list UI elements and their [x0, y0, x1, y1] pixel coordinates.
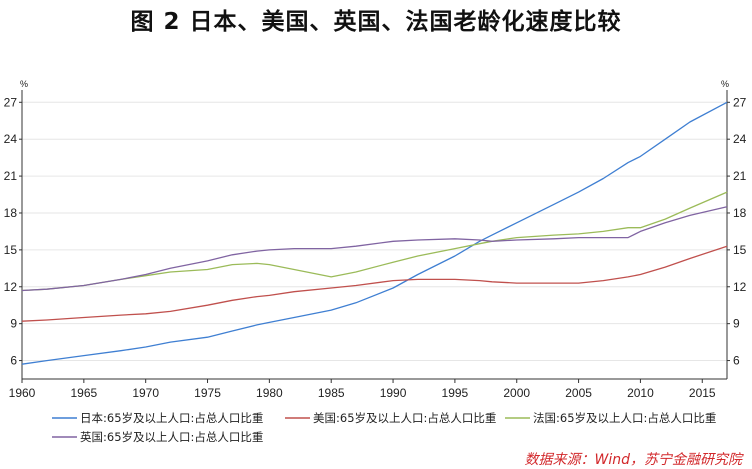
- y-tick-label-right: 12: [733, 280, 747, 294]
- y-tick-label-right: 24: [733, 132, 747, 146]
- x-tick-label: 1995: [442, 386, 469, 400]
- y-tick-label-right: 15: [733, 243, 747, 257]
- x-tick-label: 1980: [256, 386, 283, 400]
- y-tick-label-right: 9: [733, 317, 740, 331]
- y-tick-label: 18: [4, 206, 18, 220]
- x-tick-label: 2015: [689, 386, 716, 400]
- series-line-1: [21, 101, 728, 365]
- y-tick-label: 27: [4, 95, 18, 109]
- y-tick-label-right: 18: [733, 206, 747, 220]
- series-line-2: [21, 245, 728, 322]
- series-line-4: [21, 206, 728, 292]
- figure-title: 图 2 日本、美国、英国、法国老龄化速度比较: [130, 9, 622, 35]
- legend: 日本:65岁及以上人口:占总人口比重 美国:65岁及以上人口:占总人口比重 法国:6…: [52, 411, 716, 444]
- y-tick-label: 15: [4, 243, 18, 257]
- legend-label-1: 日本:65岁及以上人口:占总人口比重: [80, 411, 263, 425]
- source-note: 数据来源：Wind，苏宁金融研究院: [524, 452, 743, 468]
- x-tick-label: 2005: [565, 386, 592, 400]
- y-unit-label-right: %: [721, 79, 729, 89]
- x-tick-label: 1970: [132, 386, 159, 400]
- y-unit-label: %: [20, 79, 28, 89]
- y-tick-label-right: 21: [733, 169, 747, 183]
- gridlines: [22, 101, 727, 362]
- y-tick-label: 6: [10, 354, 17, 368]
- y-tick-label: 21: [4, 169, 18, 183]
- legend-label-2: 美国:65岁及以上人口:占总人口比重: [313, 411, 496, 425]
- x-tick-label: 2010: [627, 386, 654, 400]
- x-tick-label: 1990: [380, 386, 407, 400]
- axes: 6 6 9 9 12 12 15 15 18 18 21 21 24 24 27 27% % 1960 1965 19…: [4, 79, 747, 400]
- series-lines: [21, 101, 728, 365]
- x-tick-label: 2000: [503, 386, 530, 400]
- y-tick-label: 24: [4, 132, 18, 146]
- y-tick-label: 12: [4, 280, 18, 294]
- y-tick-label-right: 6: [733, 354, 740, 368]
- series-line-3: [21, 191, 728, 292]
- x-tick-label: 1985: [318, 386, 345, 400]
- legend-label-3: 法国:65岁及以上人口:占总人口比重: [533, 411, 716, 425]
- y-tick-label-right: 27: [733, 95, 747, 109]
- y-tick-label: 9: [10, 317, 17, 331]
- legend-label-4: 英国:65岁及以上人口:占总人口比重: [80, 430, 263, 444]
- x-tick-label: 1960: [9, 386, 36, 400]
- x-tick-label: 1975: [194, 386, 221, 400]
- x-tick-label: 1965: [70, 386, 97, 400]
